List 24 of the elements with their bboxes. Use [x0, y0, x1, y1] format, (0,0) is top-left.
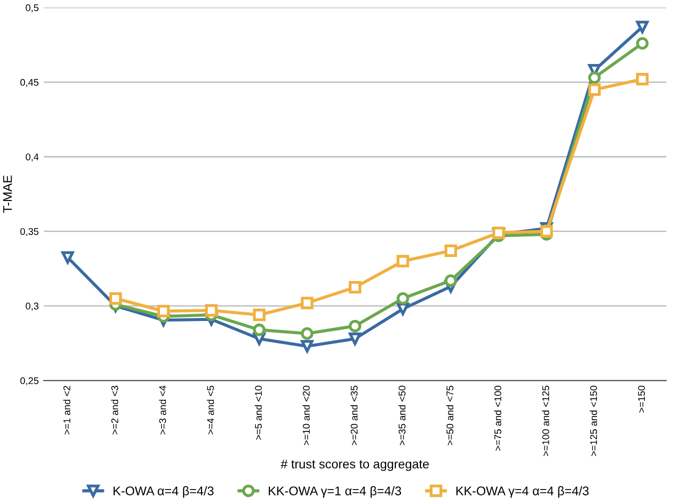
x-tick-label: >=75 and <100: [494, 386, 502, 451]
y-tick-label: 0,45: [20, 78, 38, 87]
x-tick-label: >=100 and <125: [542, 386, 550, 456]
y-axis-title: T-MAE: [3, 175, 12, 213]
legend-label: KK-OWA γ=1 α=4 β=4/3: [268, 486, 402, 498]
x-tick-label: >=150: [638, 386, 645, 412]
x-tick-label: >=5 and <10: [254, 386, 262, 440]
y-tick-label: 0,3: [26, 302, 38, 311]
x-tick-label: >=1 and <2: [63, 386, 70, 434]
y-tick-label: 0,5: [26, 4, 38, 12]
y-tick-label: 0,4: [26, 153, 39, 162]
x-tick-label: >=10 and <20: [302, 386, 310, 446]
x-axis-title: # trust scores to aggregate: [280, 460, 429, 471]
x-tick-label: >=3 and <4: [158, 386, 166, 434]
x-tick-label: >=4 and <5: [206, 386, 214, 434]
legend-label: K-OWA α=4 β=4/3: [114, 486, 214, 498]
x-tick-label: >=125 and <150: [590, 386, 598, 456]
y-tick-label: 0,35: [20, 228, 38, 236]
x-tick-label: >=50 and <75: [446, 386, 454, 446]
x-tick-label: >=2 and <3: [111, 386, 118, 434]
x-tick-label: >=20 and <35: [350, 386, 358, 446]
y-tick-label: 0,25: [20, 377, 38, 386]
legend-label: KK-OWA γ=4 α=4 β=4/3: [456, 486, 589, 498]
x-tick-label: >=35 and <50: [398, 386, 406, 446]
